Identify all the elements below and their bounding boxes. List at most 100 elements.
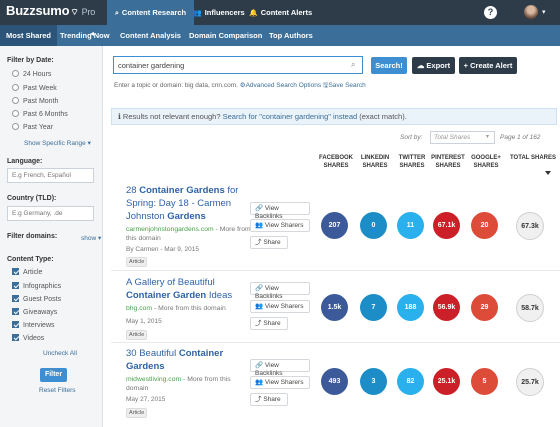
radio-button[interactable] xyxy=(12,110,19,117)
exact-match-link[interactable]: Search for "container gardening" instead xyxy=(222,112,358,121)
article-title-link[interactable]: A Gallery of Beautiful Container Garden … xyxy=(126,276,246,302)
col-linkedin-shares[interactable]: LINKEDIN SHARES xyxy=(360,155,390,169)
tab-top-authors[interactable]: Top Authors xyxy=(269,31,313,40)
share-button[interactable]: ⤴ Share xyxy=(250,393,288,406)
col-twitter-shares[interactable]: TWITTER SHARES xyxy=(398,155,426,169)
save-search-link[interactable]: Save Search xyxy=(328,82,366,89)
date-option-24h[interactable]: 24 Hours xyxy=(12,70,51,78)
avatar[interactable] xyxy=(524,5,538,19)
content-type-infographics[interactable]: Infographics xyxy=(12,282,61,290)
buzzsumo-logo[interactable]: Buzzsumo⌔ Pro xyxy=(6,3,95,18)
twitter-share-count: 11 xyxy=(397,212,424,239)
more-from-domain-link[interactable]: - More from this domain xyxy=(152,305,226,312)
view-sharers-button[interactable]: 👥 View Sharers xyxy=(250,376,310,389)
content-type-article[interactable]: Article xyxy=(12,268,42,276)
language-input[interactable] xyxy=(7,168,94,183)
checkbox[interactable] xyxy=(12,295,19,302)
sort-select[interactable]: Total Shares xyxy=(430,131,495,144)
col-pinterest-shares[interactable]: PINTEREST SHARES xyxy=(431,155,465,169)
content-type-giveaways[interactable]: Giveaways xyxy=(12,308,57,316)
title-highlight: Container Gardens xyxy=(126,348,224,372)
chevron-down-icon[interactable]: ▾ xyxy=(542,9,546,16)
radio-button[interactable] xyxy=(12,123,19,130)
article-title-link[interactable]: 28 Container Gardens for Spring: Day 18 … xyxy=(126,184,246,223)
checkbox[interactable] xyxy=(12,268,19,275)
content-type-guest-posts[interactable]: Guest Posts xyxy=(12,295,61,303)
content-type-videos[interactable]: Videos xyxy=(12,334,44,342)
twitter-share-count: 188 xyxy=(397,294,424,321)
date-option-year[interactable]: Past Year xyxy=(12,123,53,131)
search-button[interactable]: Search! xyxy=(371,57,407,74)
filter-sidebar: ◂ Filter by Date: 24 Hours Past Week Pas… xyxy=(0,29,103,427)
export-button[interactable]: ☁ Export xyxy=(412,57,455,74)
users-icon: 👥 xyxy=(193,10,202,17)
domain-link[interactable]: carmenjohnstongardens.com xyxy=(126,226,214,233)
col-facebook-shares[interactable]: FACEBOOK SHARES xyxy=(318,155,353,169)
total-share-count: 67.3k xyxy=(516,212,544,240)
checkbox-label: Guest Posts xyxy=(23,296,62,303)
view-sharers-button[interactable]: 👥 View Sharers xyxy=(250,219,310,232)
share-button[interactable]: ⤴ Share xyxy=(250,236,288,249)
show-domains-link[interactable]: show ▾ xyxy=(81,235,102,242)
reset-filters-link[interactable]: Reset Filters xyxy=(39,387,76,394)
more-from-domain-link[interactable]: - More from this domain xyxy=(126,226,251,242)
checkbox-label: Infographics xyxy=(23,283,62,290)
pinterest-share-count: 67.1k xyxy=(433,212,460,239)
domain-link[interactable]: bhg.com xyxy=(126,305,153,312)
tab-content-alerts[interactable]: 🔔 Content Alerts xyxy=(241,0,320,25)
view-backlinks-button[interactable]: 🔗 View Backlinks xyxy=(250,359,310,377)
date-option-6months[interactable]: Past 6 Months xyxy=(12,110,68,118)
tab-most-shared[interactable]: Most Shared xyxy=(0,25,58,46)
view-backlinks-button[interactable]: 🔗 View Backlinks xyxy=(250,202,310,220)
checkbox[interactable] xyxy=(12,308,19,315)
tab-trending-now[interactable]: Trending Now xyxy=(60,31,110,40)
more-from-domain-link[interactable]: - More from this domain xyxy=(126,376,231,392)
chevron-left-icon[interactable]: ◂ xyxy=(90,29,95,38)
content-type-interviews[interactable]: Interviews xyxy=(12,321,55,329)
tab-influencers[interactable]: 👥 Influencers xyxy=(185,0,253,25)
title-part: 30 Beautiful xyxy=(126,348,179,359)
button-label: Share xyxy=(263,320,281,327)
article-meta: May 27, 2015 xyxy=(126,396,166,403)
radio-button[interactable] xyxy=(12,84,19,91)
tab-content-research[interactable]: ⌕ Content Research xyxy=(107,0,195,25)
search-icon[interactable]: ⌕ xyxy=(351,60,356,69)
date-option-month[interactable]: Past Month xyxy=(12,97,58,105)
article-title-link[interactable]: 30 Beautiful Container Gardens xyxy=(126,347,246,373)
col-googleplus-shares[interactable]: GOOGLE+ SHARES xyxy=(471,155,501,169)
create-alert-button[interactable]: + Create Alert xyxy=(459,57,517,74)
tab-content-analysis[interactable]: Content Analysis xyxy=(120,31,181,40)
col-total-shares[interactable]: TOTAL SHARES xyxy=(510,155,557,161)
info-suffix: (exact match). xyxy=(359,112,407,121)
uncheck-all-link[interactable]: Uncheck All xyxy=(43,350,77,357)
googleplus-share-count: 29 xyxy=(471,294,498,321)
help-icon[interactable]: ? xyxy=(484,6,497,19)
radio-button[interactable] xyxy=(12,70,19,77)
view-backlinks-button[interactable]: 🔗 View Backlinks xyxy=(250,282,310,300)
share-button[interactable]: ⤴ Share xyxy=(250,317,288,330)
date-option-week[interactable]: Past Week xyxy=(12,84,57,92)
tab-domain-comparison[interactable]: Domain Comparison xyxy=(189,31,263,40)
pagination-info: Page 1 of 162 xyxy=(500,134,541,141)
googleplus-share-count: 5 xyxy=(471,368,498,395)
share-icon: ⤴ xyxy=(255,239,264,246)
title-part: A Gallery of Beautiful xyxy=(126,277,215,288)
view-sharers-button[interactable]: 👥 View Sharers xyxy=(250,300,310,313)
country-input[interactable] xyxy=(7,206,94,221)
show-specific-range-link[interactable]: Show Specific Range ▾ xyxy=(24,140,91,147)
checkbox[interactable] xyxy=(12,282,19,289)
pinterest-share-count: 56.9k xyxy=(433,294,460,321)
button-label: Share xyxy=(263,239,281,246)
article-type-badge: Article xyxy=(126,330,148,340)
share-icon: ⤴ xyxy=(255,396,264,403)
save-icon: 🖫 xyxy=(322,82,329,89)
checkbox[interactable] xyxy=(12,334,19,341)
filter-button[interactable]: Filter xyxy=(40,368,67,382)
advanced-search-link[interactable]: Advanced Search Options xyxy=(245,82,322,89)
checkbox[interactable] xyxy=(12,321,19,328)
radio-button[interactable] xyxy=(12,97,19,104)
link-icon: 🔗 xyxy=(255,205,265,212)
domain-link[interactable]: midwestliving.com xyxy=(126,376,182,383)
search-input[interactable] xyxy=(113,56,363,74)
export-label: Export xyxy=(426,61,451,70)
